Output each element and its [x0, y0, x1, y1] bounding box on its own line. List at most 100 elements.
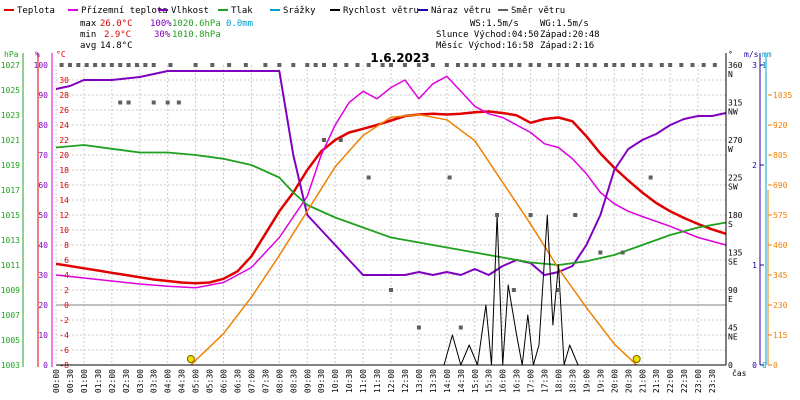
tick-label-direction-name: SW [728, 183, 738, 192]
tick-label-humidity: 30 [38, 271, 48, 280]
tick-label-x: 06:00 [220, 369, 229, 393]
astro-block: WS:1.5m/s WG:1.5m/s Slunce Východ:04:50 … [436, 19, 600, 51]
wind-direction-point [263, 63, 268, 67]
tick-label-temperature: 30 [59, 76, 69, 85]
tick-label-direction-name: S [728, 220, 733, 229]
wind-direction-point [143, 63, 148, 67]
tick-label-solar: 345 [773, 271, 788, 280]
tick-label-humidity: 70 [38, 151, 48, 160]
tick-label-x: 01:30 [94, 369, 103, 393]
wind-direction-point [193, 63, 198, 67]
tick-label-pressure: 1025 [1, 86, 20, 95]
tick-label-direction-name: NW [728, 108, 738, 117]
tick-label-wind: 1 [752, 261, 757, 270]
tick-label-x: 15:30 [485, 369, 494, 393]
wind-direction-point [444, 63, 449, 67]
wind-direction-point [210, 63, 215, 67]
tick-label-x: 00:30 [66, 369, 75, 393]
tick-label-temperature: 22 [59, 136, 69, 145]
wind-direction-point [464, 63, 469, 67]
stats-max-label: max [80, 19, 97, 29]
tick-label-rain: 1 [762, 61, 767, 70]
tick-label-temperature: 6 [64, 256, 69, 265]
wind-direction-point [338, 138, 343, 142]
tick-label-x: 16:30 [513, 369, 522, 393]
chart-title: 1.6.2023 [370, 51, 429, 65]
wind-direction-point [603, 63, 608, 67]
tick-label-x: 17:00 [527, 369, 536, 393]
wind-direction-point [151, 63, 156, 67]
tick-label-temperature: 12 [59, 211, 69, 220]
tick-label-x: 17:30 [541, 369, 550, 393]
wind-direction-point [458, 325, 463, 330]
sun-marker [632, 355, 641, 363]
tick-label-x: 01:00 [80, 369, 89, 393]
axis-label-temperature: °C [56, 50, 66, 59]
tick-label-humidity: 40 [38, 241, 48, 250]
tick-label-solar: 1035 [773, 91, 792, 100]
tick-label-x: 08:30 [289, 369, 298, 393]
legend-label: Rychlost větru [343, 6, 419, 16]
axis-label-pressure: hPa [4, 50, 19, 59]
wind-direction-point [481, 63, 486, 67]
tick-label-temperature: 0 [64, 301, 69, 310]
tick-label-wind: 2 [752, 161, 757, 170]
tick-label-temperature: 2 [64, 286, 69, 295]
tick-label-direction: 360 [728, 61, 743, 70]
wind-direction-point [576, 63, 581, 67]
tick-label-pressure: 1011 [1, 261, 20, 270]
wind-direction-point [118, 100, 123, 105]
tick-label-x: 20:00 [610, 369, 619, 393]
chart-axes: 1003100510071009101110131015101710191021… [1, 50, 793, 393]
tick-label-x: 21:30 [652, 369, 661, 393]
tick-label-temperature: 14 [59, 196, 69, 205]
wind-direction-point [447, 175, 452, 180]
wind-direction-point [313, 63, 318, 67]
wind-direction-point [355, 63, 360, 67]
tick-label-humidity: 0 [43, 361, 48, 370]
wind-direction-point [109, 63, 114, 67]
tick-label-humidity: 50 [38, 211, 48, 220]
legend-label: Přízemní teplota [81, 6, 168, 16]
tick-label-direction-name: E [728, 295, 733, 304]
stats-min-label: min [80, 30, 96, 40]
wind-direction-point [389, 288, 393, 292]
wind-direction-point [118, 63, 123, 67]
chart-series [55, 63, 727, 366]
tick-label-x: 09:00 [303, 369, 312, 393]
tick-label-x: 20:30 [624, 369, 633, 393]
astro-ws: WS:1.5m/s [470, 19, 519, 29]
series-line-slune-n-z-en [190, 113, 638, 366]
tick-label-x: 00:00 [52, 369, 61, 393]
tick-label-x: 06:30 [233, 369, 242, 393]
stats-min-temp: 2.9°C [104, 30, 131, 40]
tick-label-temperature: 16 [59, 181, 69, 190]
series-line-n-raz-v-tru [56, 214, 726, 366]
tick-label-x: 19:30 [596, 369, 605, 393]
wind-direction-point [659, 63, 664, 67]
tick-label-pressure: 1005 [1, 336, 20, 345]
tick-label-direction-name: W [728, 145, 733, 154]
tick-label-pressure: 1007 [1, 311, 20, 320]
tick-label-solar: 230 [773, 301, 788, 310]
tick-label-temperature: -2 [59, 316, 69, 325]
wind-direction-point [528, 63, 533, 67]
tick-label-solar: 460 [773, 241, 788, 250]
tick-label-direction: 0 [728, 361, 733, 370]
tick-label-pressure: 1019 [1, 161, 20, 170]
wind-direction-point [151, 100, 156, 105]
wind-direction-point [416, 63, 421, 67]
tick-label-x: 08:00 [275, 369, 284, 393]
tick-label-pressure: 1003 [1, 361, 20, 370]
wind-direction-point [101, 63, 106, 67]
wind-direction-point [84, 63, 89, 67]
wind-direction-point [456, 63, 460, 67]
tick-label-x: 10:00 [331, 369, 340, 393]
tick-label-temperature: -4 [59, 331, 69, 340]
wind-direction-point [366, 175, 371, 180]
stats-max-rain: 0.0mm [226, 19, 253, 29]
tick-label-direction: 225 [728, 174, 743, 183]
tick-label-x: 14:30 [457, 369, 466, 393]
wind-direction-point [380, 63, 385, 67]
tick-label-x: 07:30 [261, 369, 270, 393]
